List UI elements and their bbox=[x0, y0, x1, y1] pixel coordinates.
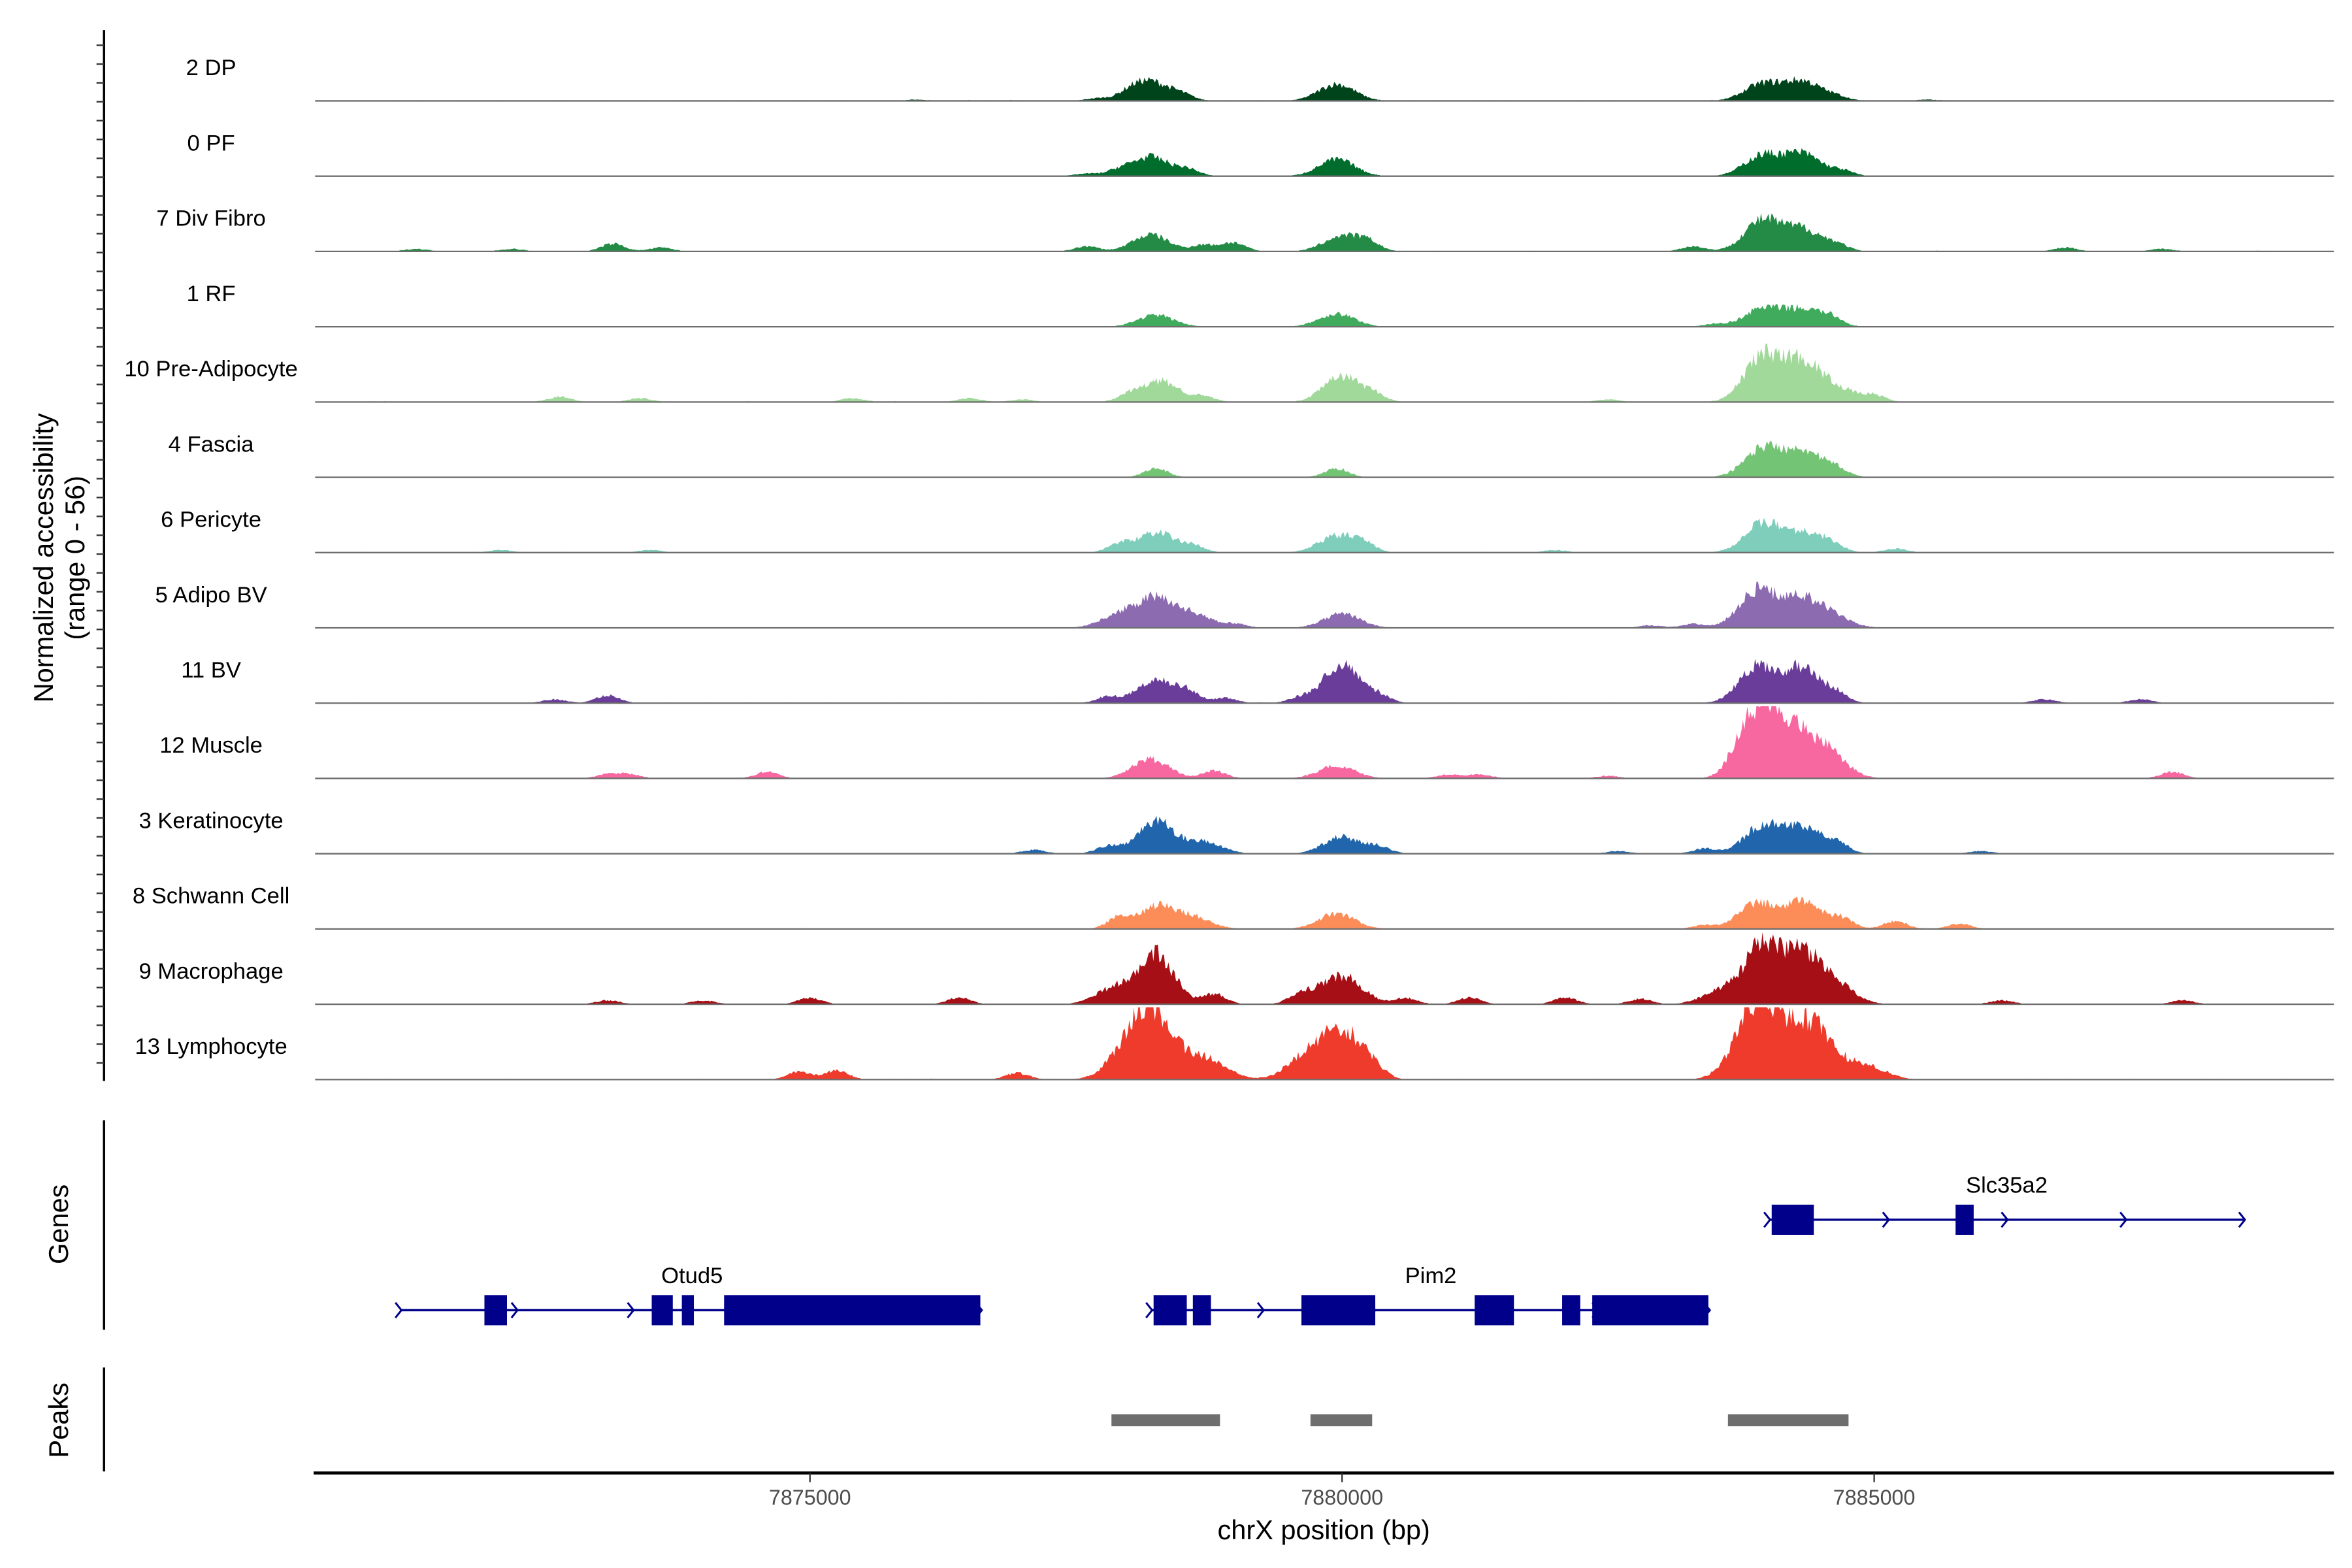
strand-arrow-icon bbox=[2001, 1211, 2009, 1228]
signal-area bbox=[315, 932, 2334, 1005]
exon bbox=[484, 1295, 507, 1326]
track-label: 11 BV bbox=[181, 658, 241, 683]
y-axis-subtitle: (range 0 - 56) bbox=[59, 476, 90, 640]
track-13-lymphocyte: 13 Lymphocyte bbox=[135, 1007, 2334, 1081]
accessibility-tracks: 2 DP 0 PF 7 Div Fibro 1 RF 10 Pre-Adipocyte 4… bbox=[124, 56, 2334, 1081]
signal-area bbox=[315, 76, 2334, 101]
exon bbox=[1592, 1295, 1708, 1326]
track-label: 1 RF bbox=[187, 282, 236, 306]
x-axis-title: chrX position (bp) bbox=[1217, 1514, 1429, 1545]
exon bbox=[1153, 1295, 1187, 1326]
signal-area bbox=[315, 581, 2334, 629]
exon bbox=[1301, 1295, 1376, 1326]
track-label: 8 Schwann Cell bbox=[133, 884, 289, 909]
track-9-macrophage: 9 Macrophage bbox=[139, 932, 2334, 1005]
signal-area bbox=[315, 343, 2334, 402]
track-label: 9 Macrophage bbox=[139, 959, 283, 984]
track-label: 3 Keratinocyte bbox=[139, 808, 283, 833]
track-10-pre-adipocyte: 10 Pre-Adipocyte bbox=[124, 343, 2334, 403]
x-tick-label: 7875000 bbox=[769, 1486, 851, 1509]
track-3-keratinocyte: 3 Keratinocyte bbox=[139, 808, 2334, 855]
genes-track-title: Genes bbox=[43, 1184, 74, 1264]
peak-region bbox=[1310, 1414, 1373, 1427]
gene-track: Otud5 Pim2 Slc35a2 bbox=[395, 1173, 2247, 1326]
track-label: 12 Muscle bbox=[159, 733, 263, 758]
track-7-div-fibro: 7 Div Fibro bbox=[156, 206, 2334, 253]
track-2-dp: 2 DP bbox=[186, 56, 2334, 102]
track-0-pf: 0 PF bbox=[188, 131, 2334, 177]
exon bbox=[1475, 1295, 1514, 1326]
signal-area bbox=[315, 441, 2334, 478]
peaks-track-title: Peaks bbox=[43, 1382, 74, 1458]
signal-area bbox=[315, 304, 2334, 327]
gene-slc35a2: Slc35a2 bbox=[1763, 1173, 2247, 1235]
track-12-muscle: 12 Muscle bbox=[159, 706, 2334, 779]
peak-region bbox=[1111, 1414, 1220, 1427]
gene-pim2: Pim2 bbox=[1145, 1264, 1712, 1326]
strand-arrow-icon bbox=[627, 1301, 635, 1318]
exon bbox=[724, 1295, 981, 1326]
strand-arrow-icon bbox=[2238, 1211, 2247, 1228]
signal-area bbox=[315, 213, 2334, 252]
signal-area bbox=[315, 148, 2334, 176]
strand-arrow-icon bbox=[1763, 1211, 1772, 1228]
exon bbox=[651, 1295, 673, 1326]
strand-arrow-icon bbox=[510, 1301, 519, 1318]
peak-track bbox=[1111, 1414, 1849, 1427]
track-8-schwann-cell: 8 Schwann Cell bbox=[133, 884, 2334, 930]
track-label: 6 Pericyte bbox=[161, 508, 261, 532]
track-5-adipo-bv: 5 Adipo BV bbox=[155, 581, 2334, 629]
strand-arrow-icon bbox=[1256, 1301, 1266, 1318]
track-4-fascia: 4 Fascia bbox=[169, 432, 2334, 478]
x-tick-label: 7885000 bbox=[1833, 1486, 1916, 1509]
track-1-rf: 1 RF bbox=[187, 282, 2334, 328]
x-axis: 7875000 7880000 7885000 bbox=[769, 1473, 1916, 1509]
x-tick-label: 7880000 bbox=[1301, 1486, 1383, 1509]
track-label: 4 Fascia bbox=[169, 432, 255, 457]
strand-arrow-icon bbox=[1882, 1211, 1890, 1228]
peak-region bbox=[1727, 1414, 1849, 1427]
signal-area bbox=[315, 1007, 2334, 1080]
signal-area bbox=[315, 706, 2334, 779]
track-6-pericyte: 6 Pericyte bbox=[161, 508, 2334, 553]
y-axis bbox=[96, 30, 105, 1081]
exon bbox=[1562, 1295, 1580, 1326]
track-label: 2 DP bbox=[186, 56, 237, 80]
gene-otud5: Otud5 bbox=[395, 1264, 983, 1326]
strand-arrow-icon bbox=[1145, 1301, 1154, 1318]
strand-arrow-icon bbox=[395, 1301, 403, 1318]
y-axis-title: Normalized accessibility bbox=[28, 413, 59, 702]
track-label: 0 PF bbox=[188, 131, 235, 155]
track-11-bv: 11 BV bbox=[181, 658, 2334, 704]
exon bbox=[1771, 1204, 1814, 1235]
signal-area bbox=[315, 896, 2334, 929]
exon bbox=[1192, 1295, 1211, 1326]
signal-area bbox=[315, 659, 2334, 704]
gene-label: Otud5 bbox=[661, 1264, 723, 1288]
track-label: 7 Div Fibro bbox=[156, 206, 265, 231]
track-label: 13 Lymphocyte bbox=[135, 1034, 287, 1059]
signal-area bbox=[315, 517, 2334, 553]
exon bbox=[1955, 1204, 1974, 1235]
track-label: 5 Adipo BV bbox=[155, 583, 267, 608]
signal-area bbox=[315, 815, 2334, 854]
strand-arrow-icon bbox=[2119, 1211, 2128, 1228]
exon bbox=[681, 1295, 694, 1326]
gene-label: Pim2 bbox=[1405, 1264, 1457, 1288]
track-label: 10 Pre-Adipocyte bbox=[124, 357, 298, 382]
gene-label: Slc35a2 bbox=[1966, 1173, 2048, 1198]
